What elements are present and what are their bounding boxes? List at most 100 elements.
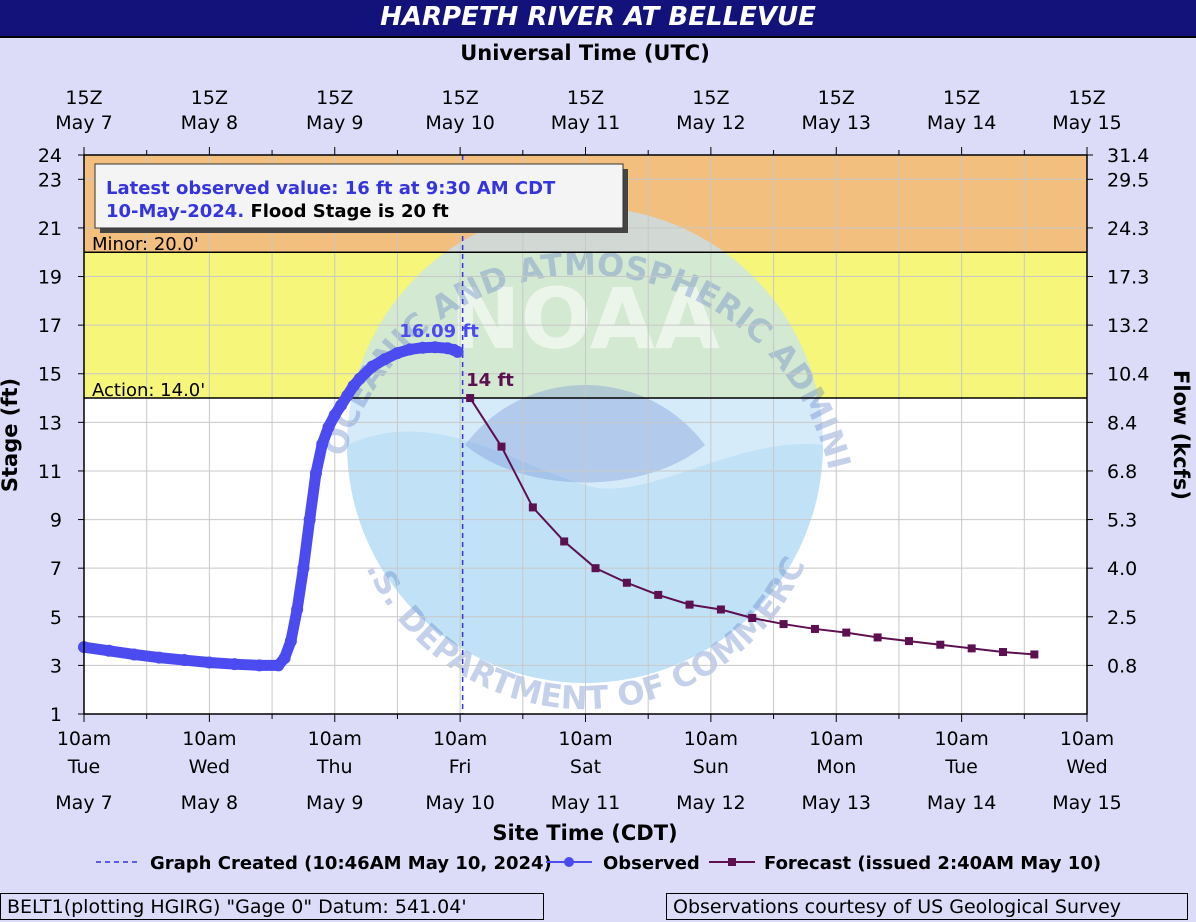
- right-tick-label: 24.3: [1107, 218, 1149, 240]
- top-tick-date: May 12: [676, 112, 746, 134]
- legend-created-label: Graph Created (10:46AM May 10, 2024): [150, 853, 552, 874]
- forecast-point: [560, 537, 569, 546]
- forecast-point: [748, 613, 757, 622]
- right-tick-label: 13.2: [1107, 315, 1149, 337]
- observed-point: [451, 345, 464, 358]
- threshold-label-action: Action: 14.0': [92, 380, 205, 401]
- observed-point: [297, 562, 310, 575]
- info-box-bg: [94, 163, 624, 229]
- forecast-point: [842, 628, 851, 637]
- bottom-tick-date: May 15: [1052, 792, 1122, 814]
- top-tick-time: 15Z: [191, 87, 228, 109]
- right-tick-label: 6.8: [1107, 461, 1137, 483]
- observed-point: [378, 353, 391, 366]
- legend: Graph Created (10:46AM May 10, 2024) Obse…: [96, 853, 1101, 874]
- bottom-tick-time: 10am: [433, 728, 487, 750]
- observed-point: [335, 399, 348, 412]
- bottom-tick-day: Fri: [449, 756, 472, 778]
- left-tick-label: 9: [50, 510, 62, 532]
- legend-observed-marker: [564, 857, 574, 867]
- bottom-tick-day: Sun: [693, 756, 729, 778]
- left-tick-label: 21: [38, 218, 62, 240]
- forecast-point: [716, 605, 725, 614]
- top-tick-date: May 13: [802, 112, 872, 134]
- left-tick-label: 11: [38, 461, 62, 483]
- left-tick-label: 3: [50, 655, 62, 677]
- left-tick-label: 7: [50, 558, 62, 580]
- bottom-tick-time: 10am: [809, 728, 863, 750]
- top-tick-date: May 14: [927, 112, 997, 134]
- right-axis-title: Flow (kcfs): [1169, 370, 1193, 500]
- observed-point: [253, 659, 266, 672]
- left-tick-label: 1: [50, 704, 62, 726]
- observed-point: [403, 343, 416, 356]
- bottom-tick-day: Thu: [316, 756, 353, 778]
- forecast-point: [685, 600, 694, 609]
- top-axis-title: Universal Time (UTC): [460, 41, 710, 65]
- bottom-tick-date: May 14: [927, 792, 997, 814]
- bottom-tick-date: May 10: [425, 792, 495, 814]
- left-tick-label: 5: [50, 607, 62, 629]
- top-tick-date: May 8: [181, 112, 238, 134]
- info-box-line2: 10-May-2024. Flood Stage is 20 ft: [106, 201, 449, 222]
- right-tick-label: 17.3: [1107, 267, 1149, 289]
- observed-point: [203, 656, 216, 669]
- source-footer: Observations courtesy of US Geological S…: [666, 893, 1188, 920]
- info-box-flood-stage: Flood Stage is 20 ft: [244, 201, 449, 222]
- right-tick-label: 0.8: [1107, 655, 1137, 677]
- datum-footer: BELT1(plotting HGIRG) "Gage 0" Datum: 54…: [0, 893, 544, 920]
- top-tick-time: 15Z: [567, 87, 604, 109]
- bottom-tick-time: 10am: [57, 728, 111, 750]
- bottom-tick-time: 10am: [934, 728, 988, 750]
- bottom-tick-time: 10am: [182, 728, 236, 750]
- left-tick-label: 13: [38, 412, 62, 434]
- bottom-tick-time: 10am: [308, 728, 362, 750]
- bottom-tick-time: 10am: [558, 728, 612, 750]
- forecast-point: [810, 624, 819, 633]
- right-tick-label: 31.4: [1107, 145, 1149, 167]
- left-axis-title: Stage (ft): [0, 378, 22, 492]
- forecast-start-label: 14 ft: [466, 370, 514, 391]
- bottom-tick-day: Wed: [189, 756, 230, 778]
- forecast-point: [967, 644, 976, 653]
- observed-point: [153, 651, 166, 664]
- observed-point: [228, 658, 241, 671]
- bottom-tick-day: Mon: [816, 756, 856, 778]
- threshold-label-minor: Minor: 20.0': [92, 234, 199, 255]
- left-tick-label: 19: [38, 267, 62, 289]
- forecast-point: [998, 648, 1007, 657]
- observed-point: [178, 654, 191, 667]
- bottom-tick-time: 10am: [1060, 728, 1114, 750]
- threshold-lines: Minor: 20.0' Action: 14.0': [84, 234, 1087, 401]
- top-tick-date: May 9: [306, 112, 363, 134]
- right-tick-label: 29.5: [1107, 169, 1149, 191]
- bottom-tick-day: Sat: [570, 756, 601, 778]
- observed-point: [128, 648, 141, 661]
- legend-forecast-marker: [728, 858, 736, 866]
- bottom-tick-date: May 13: [802, 792, 872, 814]
- top-tick-time: 15Z: [943, 87, 980, 109]
- bottom-axis-title: Site Time (CDT): [492, 821, 677, 845]
- forecast-point: [936, 640, 945, 649]
- right-tick-label: 2.5: [1107, 607, 1137, 629]
- top-tick-date: May 11: [551, 112, 621, 134]
- observed-point: [429, 341, 442, 354]
- info-box-date: 10-May-2024.: [106, 201, 244, 222]
- bottom-tick-day: Tue: [67, 756, 100, 778]
- top-tick-time: 15Z: [692, 87, 729, 109]
- forecast-point: [466, 394, 475, 403]
- info-box-line1: Latest observed value: 16 ft at 9:30 AM …: [106, 178, 556, 199]
- observed-point: [341, 389, 354, 402]
- legend-forecast-label: Forecast (issued 2:40AM May 10): [764, 853, 1101, 874]
- observed-point: [416, 341, 429, 354]
- observed-point: [391, 347, 404, 360]
- data-series: 16.09 ft 14 ft: [78, 155, 1039, 714]
- bottom-tick-date: May 7: [55, 792, 112, 814]
- observed-point: [309, 467, 322, 480]
- observed-point: [353, 372, 366, 385]
- observed-point: [328, 409, 341, 422]
- legend-observed-label: Observed: [603, 853, 700, 874]
- top-tick-time: 15Z: [316, 87, 353, 109]
- bottom-tick-date: May 11: [551, 792, 621, 814]
